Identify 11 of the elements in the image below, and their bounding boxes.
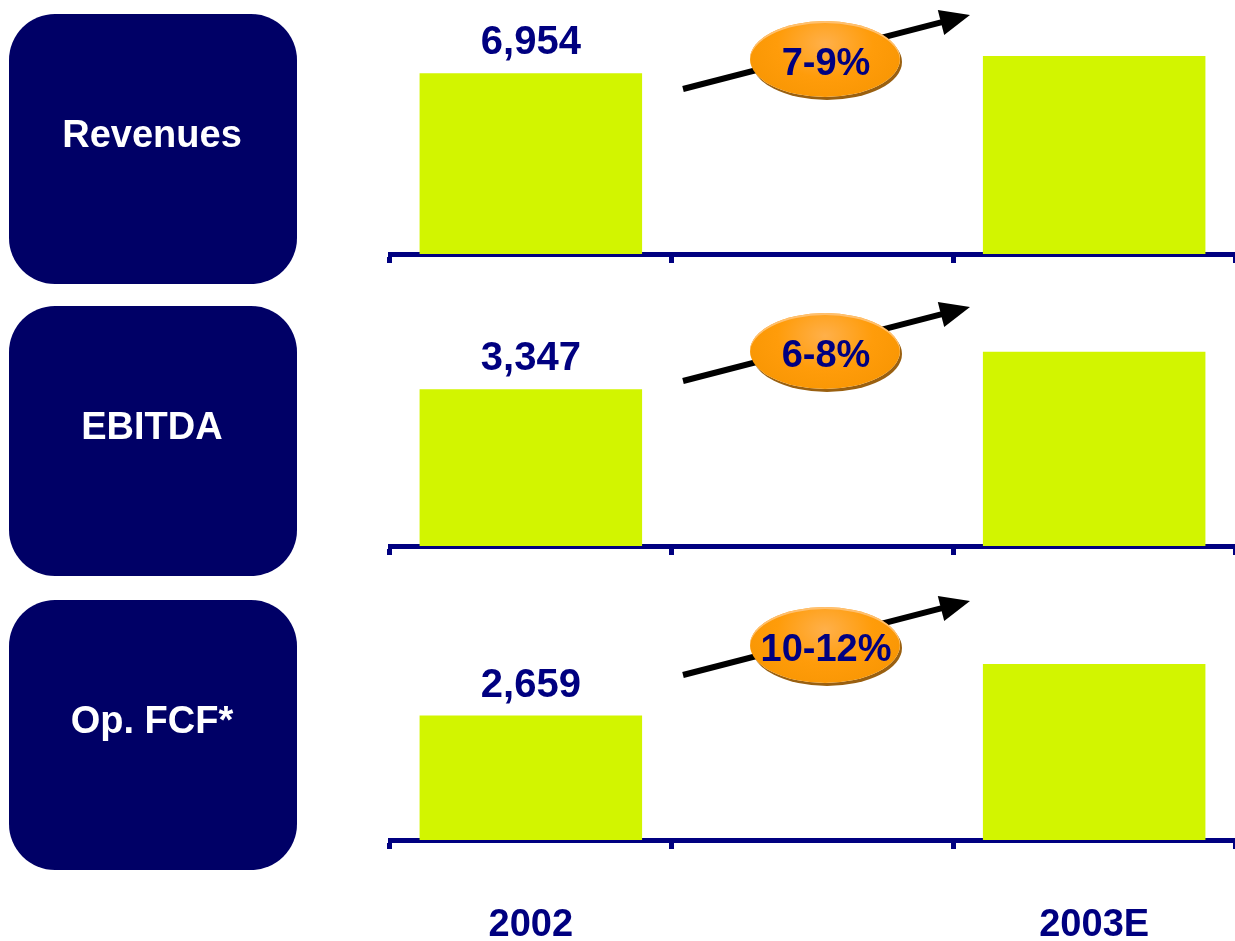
annotation: 7-9% [781, 41, 871, 83]
x-tick-label: 2003E [1039, 902, 1150, 941]
text: Revenues [62, 113, 242, 155]
text: EBITDA [81, 404, 223, 447]
annotation: 10-12% [760, 627, 892, 669]
text: Op. FCF* [70, 699, 234, 741]
data-label: 6,954 [480, 18, 582, 63]
x-tick-label: 2002 [488, 902, 574, 941]
annotation: 6-8% [781, 332, 871, 375]
data-label: 2,659 [480, 660, 581, 705]
data-label: 3,347 [480, 333, 581, 378]
